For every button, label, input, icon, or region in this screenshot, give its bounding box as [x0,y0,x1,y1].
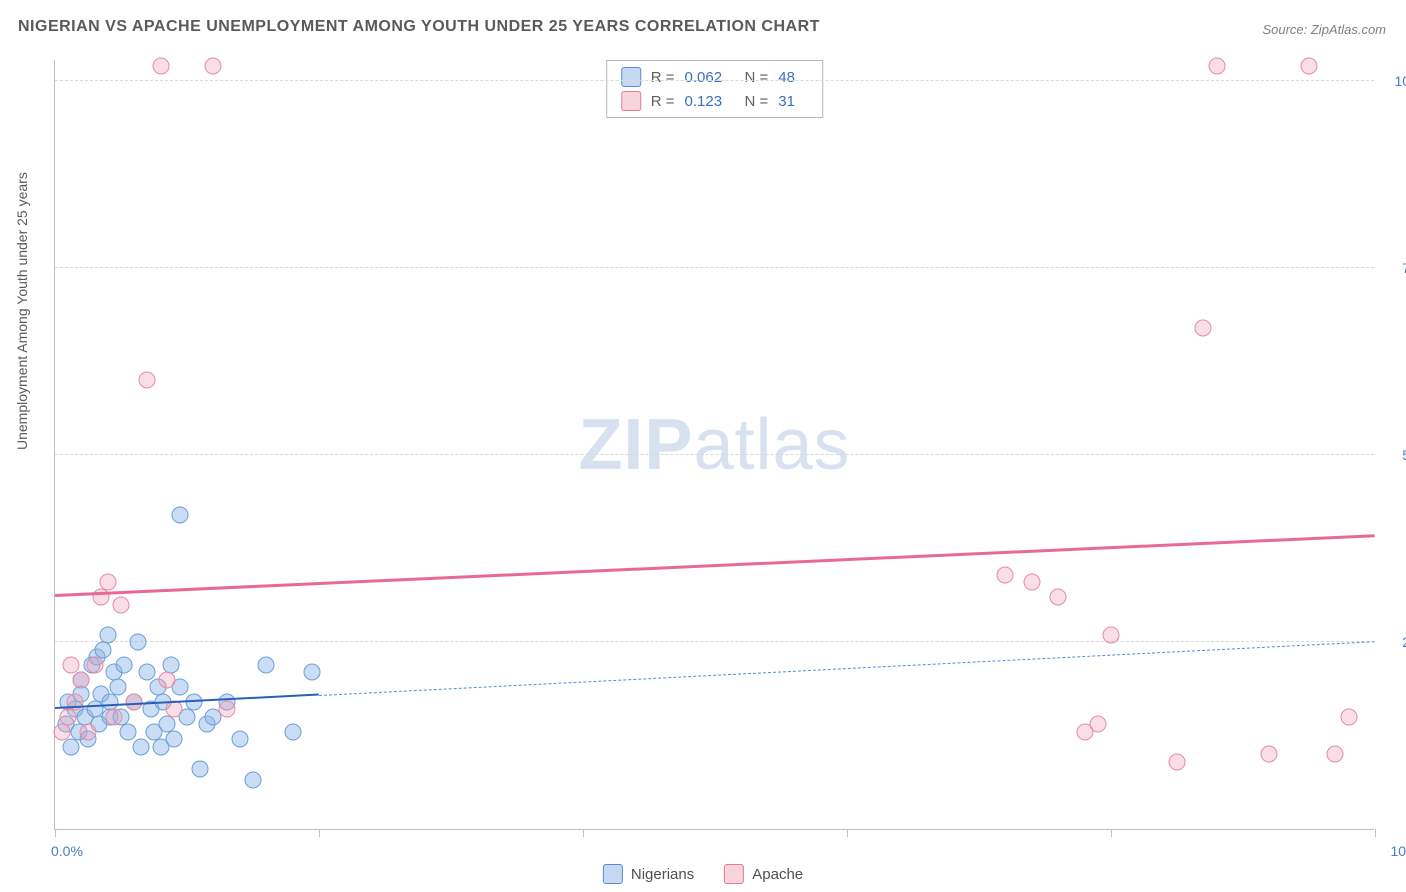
stats-legend-box: R = 0.062 N = 48 R = 0.123 N = 31 [606,60,824,118]
data-point-apache [152,58,169,75]
gridline [55,454,1374,455]
x-tick-label: 100.0% [1391,843,1406,859]
data-point-nigerians [192,761,209,778]
x-tick [1111,829,1112,837]
data-point-nigerians [284,723,301,740]
data-point-apache [1208,58,1225,75]
chart-title: NIGERIAN VS APACHE UNEMPLOYMENT AMONG YO… [18,18,820,36]
data-point-apache [80,723,97,740]
n-value-nigerians: 48 [778,69,808,86]
n-label: N = [745,69,769,86]
legend-bottom: Nigerians Apache [603,864,803,884]
x-tick [847,829,848,837]
data-point-apache [165,701,182,718]
data-point-apache [1340,708,1357,725]
data-point-apache [99,574,116,591]
swatch-pink-icon [621,91,641,111]
r-label: R = [651,69,675,86]
data-point-apache [62,656,79,673]
data-point-apache [1103,626,1120,643]
data-point-nigerians [172,507,189,524]
y-axis-label: Unemployment Among Youth under 25 years [14,172,30,450]
trendline-nigerians-dashed [319,641,1375,696]
data-point-nigerians [132,738,149,755]
x-tick [55,829,56,837]
swatch-blue-icon [621,67,641,87]
data-point-apache [1023,574,1040,591]
data-point-apache [1327,746,1344,763]
data-point-nigerians [245,772,262,789]
x-tick [583,829,584,837]
data-point-apache [73,671,90,688]
legend-label: Nigerians [631,866,694,883]
gridline [55,641,1374,642]
data-point-nigerians [165,731,182,748]
data-point-apache [1050,589,1067,606]
data-point-nigerians [99,626,116,643]
data-point-apache [1301,58,1318,75]
data-point-apache [205,58,222,75]
swatch-pink-icon [724,864,744,884]
data-point-apache [218,701,235,718]
data-point-nigerians [110,678,127,695]
data-point-apache [106,708,123,725]
x-tick-label: 0.0% [51,843,83,859]
y-tick-label: 25.0% [1402,634,1406,650]
data-point-nigerians [304,664,321,681]
data-point-apache [1089,716,1106,733]
plot-area: ZIPatlas R = 0.062 N = 48 R = 0.123 N = … [54,60,1374,830]
data-point-nigerians [130,634,147,651]
legend-item-apache: Apache [724,864,803,884]
stats-row-nigerians: R = 0.062 N = 48 [621,67,809,87]
data-point-apache [159,671,176,688]
data-point-apache [139,372,156,389]
data-point-nigerians [119,723,136,740]
y-tick-label: 100.0% [1395,73,1406,89]
data-point-apache [997,566,1014,583]
source-label: Source: ZipAtlas.com [1262,22,1386,37]
data-point-apache [1169,753,1186,770]
x-tick [1375,829,1376,837]
swatch-blue-icon [603,864,623,884]
data-point-nigerians [258,656,275,673]
n-value-apache: 31 [778,93,808,110]
n-label: N = [745,93,769,110]
r-value-nigerians: 0.062 [685,69,735,86]
data-point-nigerians [115,656,132,673]
data-point-apache [1261,746,1278,763]
data-point-apache [60,708,77,725]
stats-row-apache: R = 0.123 N = 31 [621,91,809,111]
r-value-apache: 0.123 [685,93,735,110]
data-point-apache [1195,320,1212,337]
x-tick [319,829,320,837]
data-point-apache [113,596,130,613]
data-point-nigerians [62,738,79,755]
gridline [55,80,1374,81]
y-tick-label: 75.0% [1402,260,1406,276]
data-point-apache [86,656,103,673]
y-tick-label: 50.0% [1402,447,1406,463]
gridline [55,267,1374,268]
data-point-nigerians [139,664,156,681]
data-point-nigerians [231,731,248,748]
legend-label: Apache [752,866,803,883]
data-point-apache [53,723,70,740]
watermark: ZIPatlas [578,404,850,486]
r-label: R = [651,93,675,110]
legend-item-nigerians: Nigerians [603,864,694,884]
trendline-apache [55,534,1375,597]
